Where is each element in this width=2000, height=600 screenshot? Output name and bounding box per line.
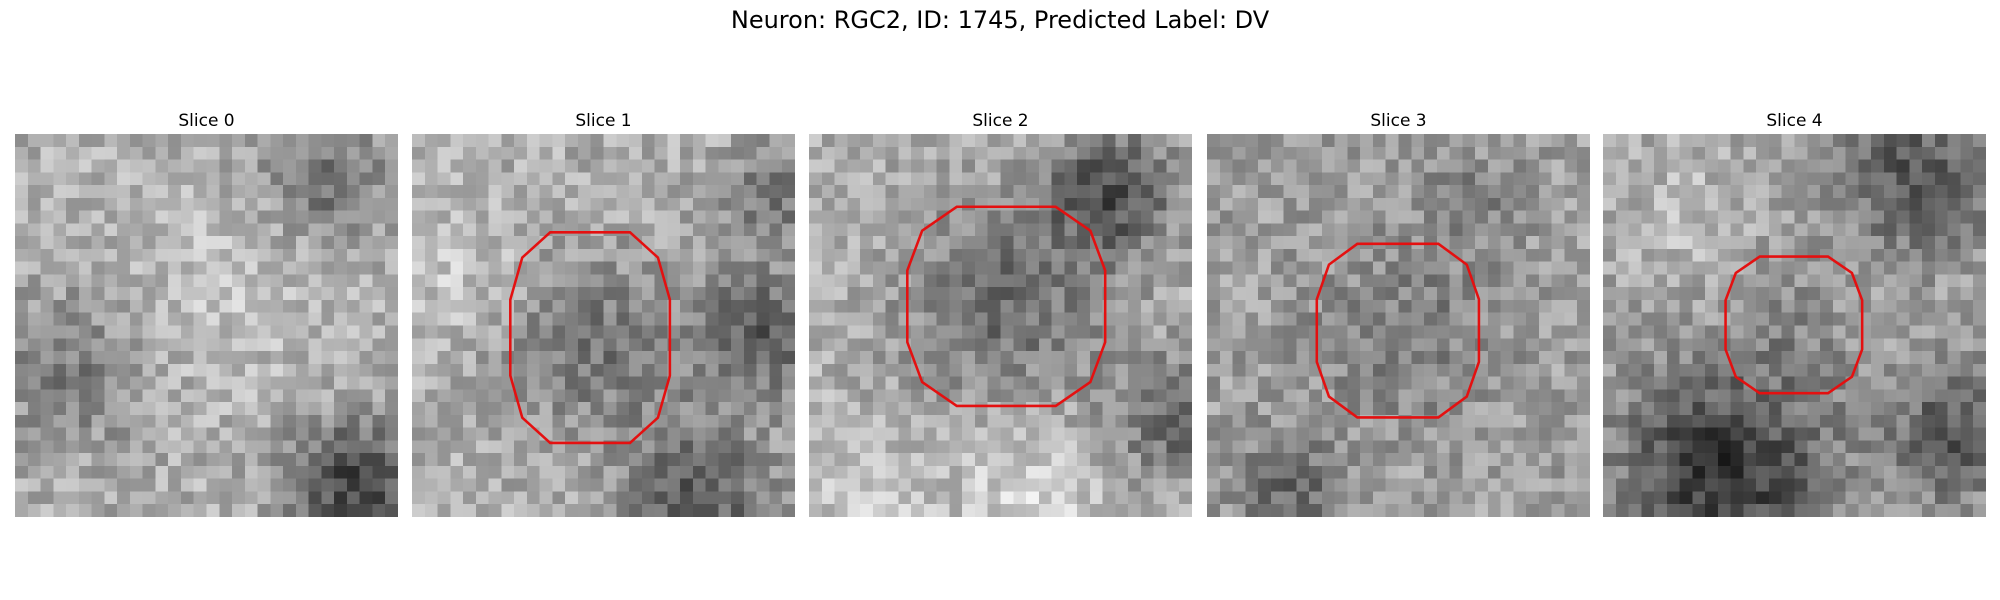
slice-title: Slice 3	[1370, 111, 1427, 131]
slice-panel: Slice 3	[1207, 108, 1590, 517]
slice-panel: Slice 2	[809, 108, 1192, 517]
slice-image	[412, 134, 795, 517]
slice-title: Slice 1	[575, 111, 632, 131]
cell-contour	[1315, 242, 1481, 419]
slice-panel: Slice 4	[1603, 108, 1986, 517]
slice-image	[1603, 134, 1986, 517]
slice-title: Slice 0	[178, 111, 235, 131]
slice-panel: Slice 1	[412, 108, 795, 517]
slice-image	[809, 134, 1192, 517]
cell-contour	[1724, 255, 1864, 395]
slice-title: Slice 2	[972, 111, 1029, 131]
slice-image	[15, 134, 398, 517]
slice-panel: Slice 0	[15, 108, 398, 517]
slice-title: Slice 4	[1766, 111, 1823, 131]
figure-title: Neuron: RGC2, ID: 1745, Predicted Label:…	[730, 6, 1270, 34]
slice-image	[1207, 134, 1590, 517]
cell-contour	[906, 205, 1107, 408]
cell-contour	[509, 231, 672, 445]
